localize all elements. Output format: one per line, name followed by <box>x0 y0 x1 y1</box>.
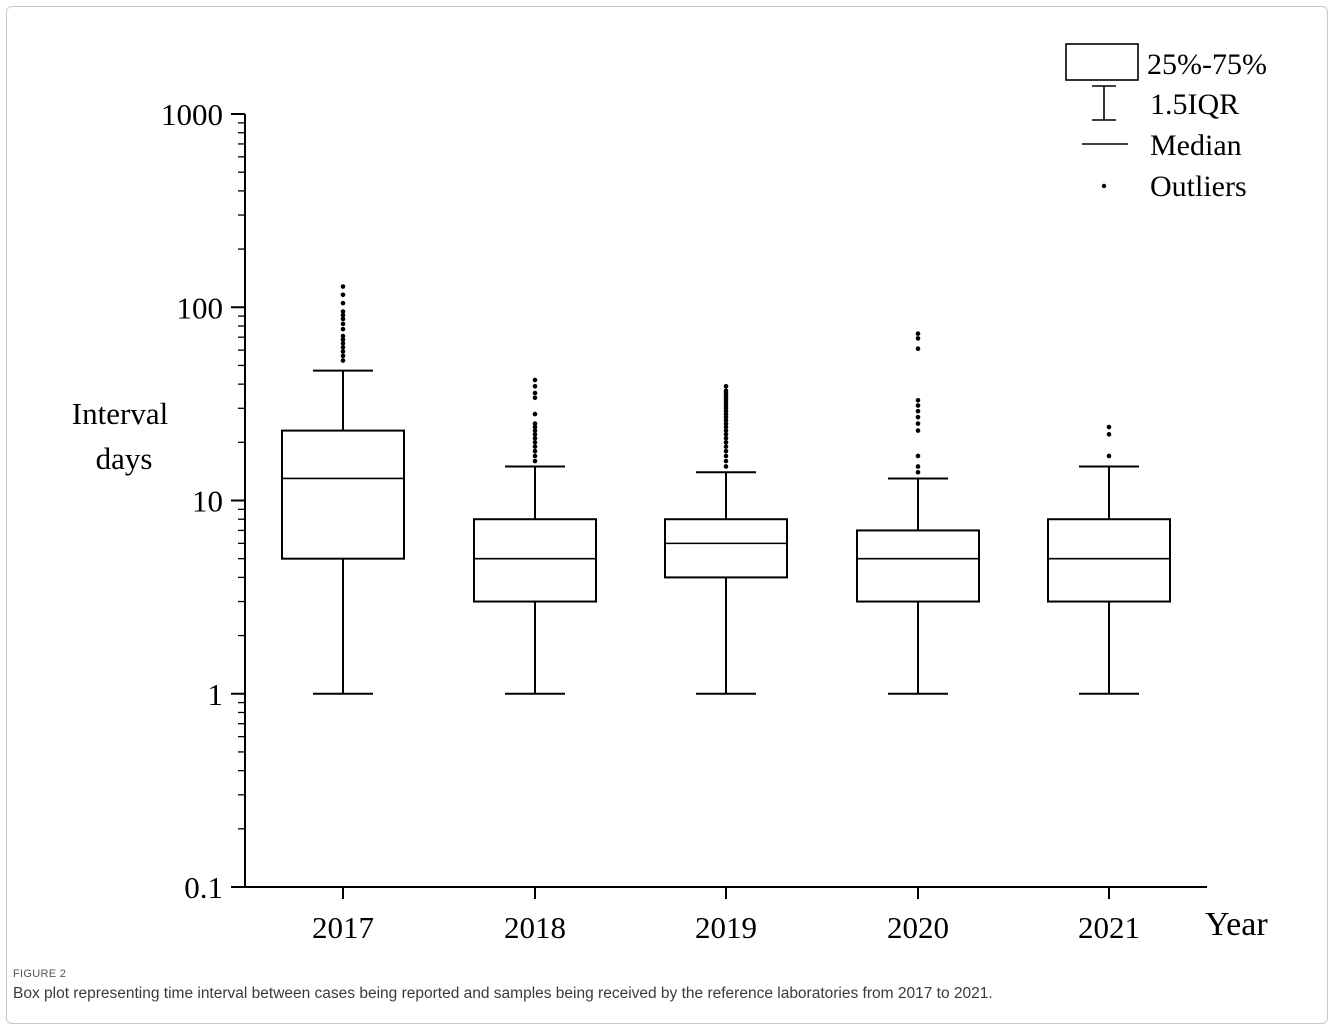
outlier-point <box>915 403 921 408</box>
outlier-point <box>340 353 346 359</box>
outlier-point <box>340 292 346 298</box>
x-axis-label: Year <box>1205 906 1268 943</box>
box-2020 <box>856 331 980 695</box>
legend-outlier-label: Outliers <box>1150 170 1247 203</box>
x-tick-label: 2019 <box>695 910 757 945</box>
legend-whisker-symbol <box>1092 85 1116 121</box>
outlier-point <box>723 424 729 430</box>
outlier-point <box>340 300 346 306</box>
outlier-point <box>1106 453 1112 459</box>
outlier-point <box>723 458 729 464</box>
y-tick-label: 1000 <box>161 97 223 132</box>
outlier-point <box>915 336 921 341</box>
outlier-point <box>723 418 729 423</box>
outlier-point <box>532 432 538 437</box>
outlier-point <box>340 321 346 327</box>
outlier-point <box>532 390 538 396</box>
box-2018 <box>473 377 597 695</box>
outlier-point <box>340 337 346 342</box>
outlier-point <box>532 444 538 449</box>
outlier-point <box>723 440 729 445</box>
box-2019 <box>664 383 788 695</box>
outlier-point <box>532 458 538 464</box>
y-axis-label-line2: days <box>96 441 153 476</box>
outlier-point <box>723 464 729 469</box>
outlier-point <box>532 435 538 441</box>
outlier-point <box>340 345 346 350</box>
y-tick-label: 0.1 <box>184 870 223 905</box>
outlier-point <box>340 326 346 332</box>
outlier-point <box>532 395 538 401</box>
outlier-point <box>340 349 346 354</box>
outlier-point <box>915 421 921 426</box>
legend-median-label: Median <box>1150 129 1242 162</box>
legend: 25%-75% 1.5IQR Median Outliers <box>1065 43 1267 203</box>
outlier-point <box>915 453 921 459</box>
y-axis-label-line1: Interval <box>72 396 168 431</box>
outlier-point <box>915 408 921 414</box>
iqr-box <box>281 429 405 560</box>
y-tick-label: 1 <box>208 677 224 712</box>
outlier-point <box>915 464 921 469</box>
outlier-point <box>532 453 538 459</box>
outlier-point <box>1106 432 1112 437</box>
legend-whisker-label: 1.5IQR <box>1150 88 1239 121</box>
y-tick-label: 10 <box>192 484 223 519</box>
outlier-point <box>1106 424 1112 430</box>
outlier-point <box>723 444 729 449</box>
legend-box-label: 25%-75% <box>1147 48 1267 81</box>
outlier-point <box>532 448 538 454</box>
legend-outlier-symbol <box>1101 183 1107 189</box>
outlier-point <box>532 424 538 430</box>
outlier-point <box>915 346 921 352</box>
figure-label: FIGURE 2 <box>13 968 67 980</box>
outlier-point <box>532 428 538 433</box>
outlier-point <box>723 388 729 393</box>
outlier-point <box>915 469 921 475</box>
y-tick-label: 100 <box>177 290 224 325</box>
outlier-point <box>723 435 729 441</box>
box-2017 <box>281 284 405 695</box>
outlier-point <box>723 453 729 459</box>
outlier-point <box>532 383 538 389</box>
boxes <box>281 284 1171 695</box>
iqr-box <box>664 518 788 579</box>
iqr-box <box>856 529 980 603</box>
figure-frame <box>6 6 1328 1024</box>
iqr-box <box>473 518 597 603</box>
outlier-point <box>915 331 921 336</box>
outlier-point <box>532 377 538 383</box>
x-tick-label: 2021 <box>1078 910 1140 945</box>
outlier-point <box>915 397 921 403</box>
outlier-point <box>340 312 346 318</box>
outlier-point <box>532 411 538 417</box>
x-tick-label: 2017 <box>312 910 374 945</box>
iqr-box <box>1047 518 1171 603</box>
x-tick-label: 2020 <box>887 910 949 945</box>
legend-box-swatch <box>1065 43 1139 81</box>
outlier-point <box>340 284 346 289</box>
outlier-point <box>340 309 346 314</box>
outlier-point <box>723 383 729 389</box>
outlier-point <box>340 358 346 363</box>
box-2021 <box>1047 424 1171 695</box>
x-tick-label: 2018 <box>504 910 566 945</box>
outlier-point <box>915 414 921 420</box>
outlier-point <box>340 333 346 339</box>
outlier-point <box>723 421 729 426</box>
outlier-point <box>340 316 346 322</box>
box-plot-chart: 0.1 1 10 100 1000 2017 2018 2019 2020 2021 Interv… <box>72 43 1268 945</box>
outlier-point <box>340 341 346 346</box>
figure-caption: Box plot representing time interval betw… <box>13 985 993 1002</box>
outlier-point <box>532 440 538 445</box>
outlier-point <box>723 448 729 454</box>
outlier-point <box>723 432 729 437</box>
axes: 0.1 1 10 100 1000 2017 2018 2019 2020 2021 <box>161 97 1207 945</box>
outlier-point <box>915 428 921 433</box>
outlier-point <box>532 421 538 426</box>
outlier-point <box>723 428 729 433</box>
